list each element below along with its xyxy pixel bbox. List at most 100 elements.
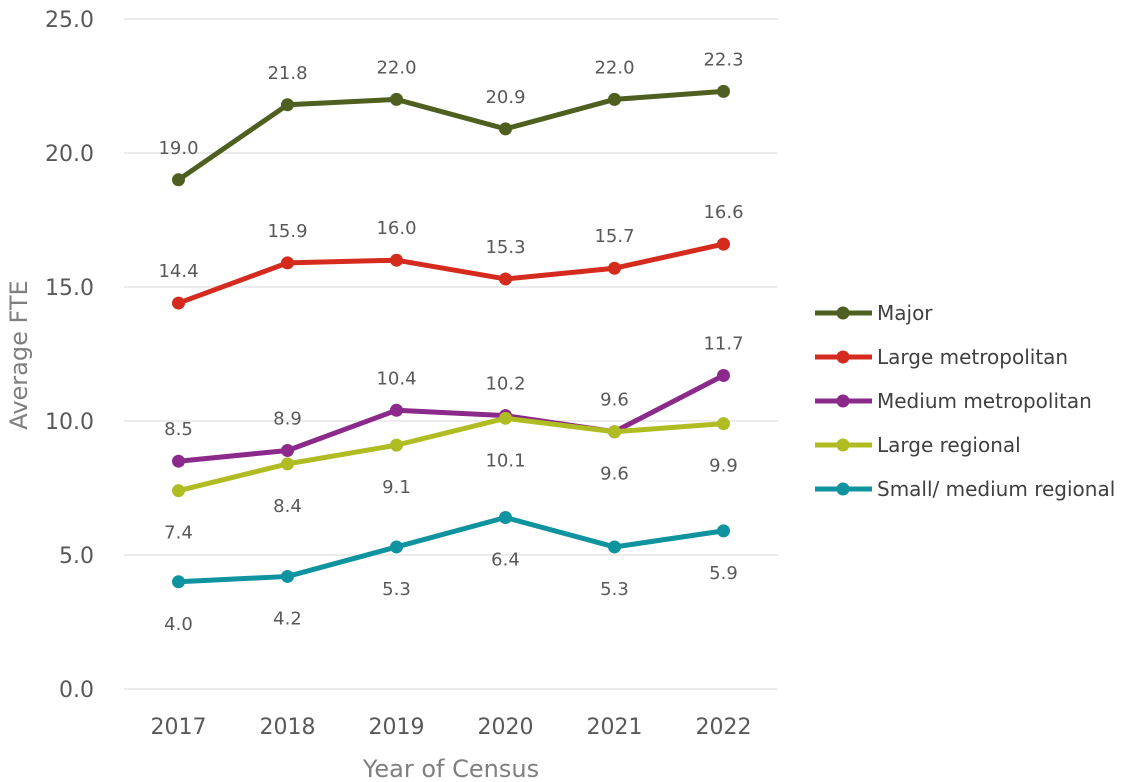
data-label: 15.9 [267,221,307,242]
series-line [176,415,726,494]
data-label: 22.0 [594,57,634,78]
data-label: 7.4 [164,523,193,544]
data-label: 9.9 [709,456,738,477]
y-tick-label: 0.0 [59,678,94,703]
legend-item: Small/ medium regional [815,477,1115,501]
legend-item: Large metropolitan [815,345,1068,369]
data-label: 10.1 [485,450,525,471]
data-point [717,368,730,382]
legend-label: Large metropolitan [877,345,1068,369]
data-label: 5.3 [600,579,629,600]
x-tick-label: 2021 [587,715,643,740]
legend-label: Medium metropolitan [877,389,1092,413]
data-label: 5.9 [709,563,738,584]
data-point [172,484,185,498]
data-label: 8.5 [164,419,193,440]
data-point [390,438,403,452]
x-tick-label: 2017 [151,715,207,740]
data-point [281,98,294,112]
data-point [499,272,512,286]
data-label: 8.9 [273,408,302,429]
data-label: 5.3 [382,579,411,600]
series-line [176,372,726,464]
data-point [717,84,730,98]
data-point [281,569,294,583]
data-point [172,575,185,589]
y-tick-label: 15.0 [45,276,94,301]
data-label: 20.9 [485,87,525,108]
data-point [390,403,403,417]
data-label: 10.2 [485,374,525,395]
data-point [717,237,730,251]
data-label: 9.6 [600,390,629,411]
data-point [281,457,294,471]
data-point [390,253,403,267]
data-label: 11.7 [703,333,743,354]
legend-swatch-marker [836,350,850,364]
legend-item: Large regional [815,433,1021,457]
x-tick-label: 2020 [478,715,534,740]
series-line [176,88,726,183]
data-labels: 19.0 21.8 22.0 20.9 22.0 22.3 14.4 15.9 16.0 15.3… [158,49,743,634]
data-point [608,425,621,439]
data-point [499,122,512,136]
y-axis-title: Average FTE [5,280,33,429]
legend-label: Large regional [877,433,1021,457]
legend-swatch-marker [836,482,850,496]
data-point [717,417,730,431]
y-tick-label: 5.0 [59,544,94,569]
data-point [608,540,621,554]
data-point [608,92,621,106]
data-point [717,524,730,538]
legend-swatch-marker [836,306,850,320]
legend-swatch-marker [836,438,850,452]
data-label: 4.2 [273,608,302,629]
data-label: 10.4 [376,368,416,389]
x-tick-label: 2019 [369,715,425,740]
data-point [172,454,185,468]
data-label: 8.4 [273,496,302,517]
data-point [390,540,403,554]
series-3 [172,411,730,498]
data-point [390,92,403,106]
series-0 [172,84,730,187]
data-label: 9.6 [600,464,629,485]
y-tick-label: 20.0 [45,142,94,167]
data-point [281,443,294,457]
data-point [608,261,621,275]
legend-item: Medium metropolitan [815,389,1092,413]
data-label: 4.0 [164,614,193,635]
y-axis-ticks: 0.0 5.0 10.0 15.0 20.0 25.0 [45,8,94,703]
gridlines [124,18,778,690]
series-line [176,514,726,585]
legend-item: Major [815,301,933,325]
data-point [281,256,294,270]
data-point [172,296,185,310]
series-line [176,241,726,306]
data-point [172,173,185,187]
data-label: 22.0 [376,57,416,78]
series-lines [172,84,730,589]
data-label: 19.0 [158,138,198,159]
x-axis-ticks: 2017 2018 2019 2020 2021 2022 [151,715,752,740]
series-2 [172,368,730,468]
legend-swatch-marker [836,394,850,408]
legend: Major Large metropolitan Medium metropolit… [815,301,1115,501]
data-label: 21.8 [267,63,307,84]
data-label: 22.3 [703,49,743,70]
y-tick-label: 25.0 [45,8,94,33]
data-label: 14.4 [158,261,198,282]
data-point [499,510,512,524]
y-tick-label: 10.0 [45,410,94,435]
data-label: 15.7 [594,226,634,247]
data-point [499,411,512,425]
data-label: 16.6 [703,202,743,223]
legend-label: Major [877,301,933,325]
x-axis-title: Year of Census [362,755,539,782]
x-tick-label: 2022 [696,715,752,740]
x-tick-label: 2018 [260,715,316,740]
data-label: 16.0 [376,218,416,239]
data-label: 15.3 [485,237,525,258]
series-4 [172,510,730,589]
